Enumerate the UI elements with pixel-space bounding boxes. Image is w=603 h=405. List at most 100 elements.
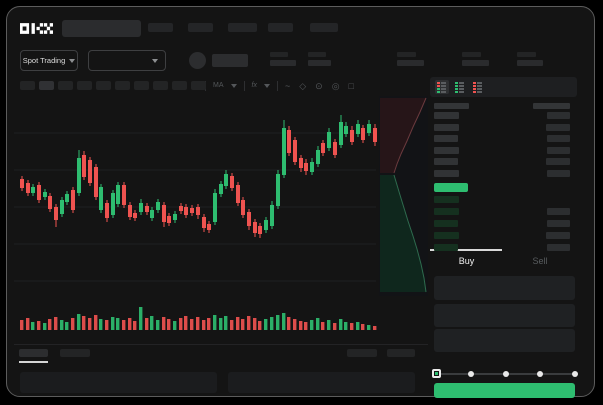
- slider-dot[interactable]: [503, 371, 509, 377]
- order-book-row-bid[interactable]: [430, 244, 577, 252]
- chart-tool-icon[interactable]: □: [348, 81, 354, 91]
- order-book-row-ask[interactable]: [430, 112, 577, 120]
- slider-handle-dot: [435, 372, 438, 375]
- ask-amount-bar: [547, 170, 570, 177]
- order-book-layout-icon-both[interactable]: [435, 80, 449, 94]
- stat-label-bar: [270, 52, 288, 57]
- pair-selector-dropdown[interactable]: [88, 50, 166, 71]
- chart-tools: MA fx ~ ◇ ⊙ ◎ □: [205, 81, 354, 91]
- bottom-action-placeholder[interactable]: [347, 349, 377, 357]
- stat-value-bar: [517, 60, 543, 66]
- nav-item-placeholder[interactable]: [310, 23, 338, 32]
- toolbar-button[interactable]: [20, 81, 35, 90]
- order-book-row-ask[interactable]: [430, 147, 577, 155]
- stat-label-bar: [517, 52, 536, 57]
- order-book-row-bid[interactable]: [430, 232, 577, 240]
- order-book-header-right: [533, 103, 570, 109]
- tab-buy[interactable]: Buy: [458, 256, 475, 266]
- slider-dot[interactable]: [468, 371, 474, 377]
- buy-submit-button[interactable]: [434, 383, 575, 398]
- bid-amount-bar: [547, 244, 570, 251]
- active-tab-indicator: [430, 249, 502, 251]
- stat-label-bar: [397, 52, 416, 57]
- chevron-down-icon: [69, 58, 76, 63]
- stat-value-bar: [462, 60, 489, 66]
- nav-item-placeholder[interactable]: [268, 23, 293, 32]
- bid-price-bar: [434, 220, 458, 227]
- toolbar-button[interactable]: [134, 81, 149, 90]
- order-book-row-bid[interactable]: [430, 220, 577, 228]
- bid-amount-bar: [547, 220, 570, 227]
- stat-value-bar: [270, 60, 296, 66]
- chevron-down-icon[interactable]: [230, 84, 237, 88]
- order-book-layout-icon-asks[interactable]: [471, 80, 485, 94]
- market-type-label: Spot Trading: [22, 56, 66, 65]
- order-book-row-bid[interactable]: [430, 196, 577, 204]
- bid-price-bar: [434, 244, 458, 251]
- order-book-row-ask[interactable]: [430, 135, 577, 143]
- total-input[interactable]: [434, 329, 575, 352]
- bid-price-bar: [434, 232, 459, 239]
- order-book-layout-icon-bids[interactable]: [453, 80, 467, 94]
- last-price-placeholder: [212, 54, 248, 67]
- ask-price-bar: [434, 158, 458, 165]
- bid-amount-bar: [546, 232, 570, 239]
- chart-tool-icon[interactable]: ◎: [331, 81, 340, 91]
- toolbar-button[interactable]: [153, 81, 168, 90]
- order-book-row-ask[interactable]: [430, 124, 577, 132]
- nav-item-placeholder[interactable]: [228, 23, 257, 32]
- ask-price-bar: [434, 112, 459, 119]
- toolbar-button[interactable]: [58, 81, 73, 90]
- stat-label-bar: [308, 52, 326, 57]
- order-book-row-ask[interactable]: [430, 170, 577, 178]
- ask-price-bar: [434, 135, 458, 142]
- chart-tool-icon[interactable]: ⊙: [315, 81, 323, 91]
- price-input[interactable]: [434, 276, 575, 300]
- amount-input[interactable]: [434, 304, 575, 327]
- nav-item-placeholder[interactable]: [188, 23, 213, 32]
- ask-price-bar: [434, 147, 459, 154]
- ask-price-bar: [434, 124, 459, 131]
- bid-amount-bar: [547, 208, 570, 215]
- toolbar-button[interactable]: [115, 81, 130, 90]
- amount-slider-handle[interactable]: [432, 369, 441, 378]
- chart-tool-icon[interactable]: ◇: [299, 81, 307, 91]
- slider-dot[interactable]: [537, 371, 543, 377]
- ask-amount-bar: [547, 147, 570, 154]
- toolbar-button[interactable]: [191, 81, 206, 90]
- okx-logo: [20, 23, 53, 34]
- nav-item-placeholder[interactable]: [148, 23, 173, 32]
- bottom-tab[interactable]: [60, 349, 90, 357]
- ma-indicator-button[interactable]: MA: [213, 82, 224, 89]
- order-book-last-price-bar[interactable]: [434, 183, 468, 192]
- toolbar-button[interactable]: [39, 81, 54, 90]
- market-type-dropdown[interactable]: Spot Trading: [20, 50, 78, 71]
- divider: [276, 81, 278, 91]
- chart-tool-icon[interactable]: ~: [284, 81, 291, 91]
- fx-indicator-button[interactable]: fx: [251, 82, 257, 89]
- stat-label-bar: [462, 52, 481, 57]
- toolbar-button[interactable]: [172, 81, 187, 90]
- bottom-active-tab-underline: [19, 361, 48, 363]
- search-input[interactable]: [62, 20, 141, 37]
- order-book-header-left: [434, 103, 469, 109]
- toolbar-button[interactable]: [77, 81, 92, 90]
- bottom-tab[interactable]: [19, 349, 48, 357]
- bottom-action-placeholder[interactable]: [387, 349, 415, 357]
- ask-amount-bar: [547, 135, 570, 142]
- chevron-down-icon: [152, 58, 158, 63]
- chevron-down-icon[interactable]: [263, 84, 270, 88]
- ask-amount-bar: [546, 124, 570, 131]
- ask-amount-bar: [546, 158, 570, 165]
- divider: [14, 344, 428, 345]
- toolbar-button[interactable]: [96, 81, 111, 90]
- slider-dot[interactable]: [572, 371, 578, 377]
- stat-value-bar: [308, 60, 331, 66]
- bid-price-bar: [434, 208, 459, 215]
- tab-sell[interactable]: Sell: [532, 256, 548, 266]
- ask-amount-bar: [547, 112, 570, 119]
- drawing-tool-icons: ~ ◇ ⊙ ◎ □: [285, 81, 354, 91]
- order-book-row-bid[interactable]: [430, 208, 577, 216]
- order-book-row-ask[interactable]: [430, 158, 577, 166]
